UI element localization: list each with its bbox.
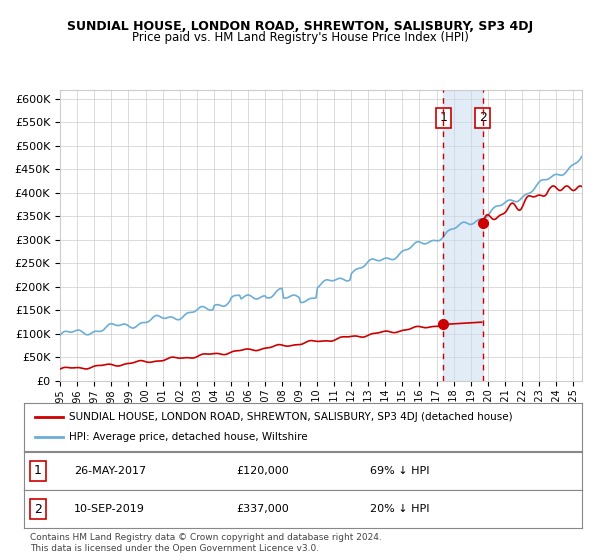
Text: SUNDIAL HOUSE, LONDON ROAD, SHREWTON, SALISBURY, SP3 4DJ (detached house): SUNDIAL HOUSE, LONDON ROAD, SHREWTON, SA… [68, 412, 512, 422]
Text: £337,000: £337,000 [236, 504, 289, 514]
Text: Contains HM Land Registry data © Crown copyright and database right 2024.
This d: Contains HM Land Registry data © Crown c… [30, 533, 382, 553]
Text: 69% ↓ HPI: 69% ↓ HPI [370, 466, 430, 476]
Text: 1: 1 [439, 111, 448, 124]
Text: Price paid vs. HM Land Registry's House Price Index (HPI): Price paid vs. HM Land Registry's House … [131, 31, 469, 44]
Bar [443, 90, 483, 381]
Text: £120,000: £120,000 [236, 466, 289, 476]
Text: HPI: Average price, detached house, Wiltshire: HPI: Average price, detached house, Wilt… [68, 432, 307, 442]
Text: 2: 2 [479, 111, 487, 124]
Text: 26-MAY-2017: 26-MAY-2017 [74, 466, 146, 476]
Text: 20% ↓ HPI: 20% ↓ HPI [370, 504, 430, 514]
Text: 10-SEP-2019: 10-SEP-2019 [74, 504, 145, 514]
Text: 2: 2 [34, 502, 42, 516]
Text: 1: 1 [34, 464, 42, 478]
Text: SUNDIAL HOUSE, LONDON ROAD, SHREWTON, SALISBURY, SP3 4DJ: SUNDIAL HOUSE, LONDON ROAD, SHREWTON, SA… [67, 20, 533, 32]
